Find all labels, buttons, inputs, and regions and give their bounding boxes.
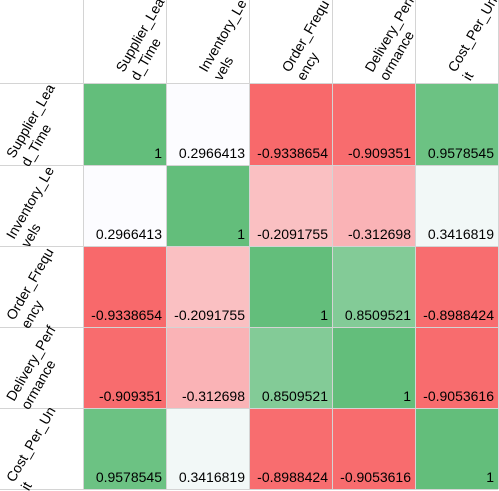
cell-value-label-r2-c2: 1 — [320, 307, 328, 323]
cell-value-label-r0-c0: 1 — [154, 145, 162, 161]
cell-value-label-r1-c1: 1 — [237, 226, 245, 242]
cell-value-label-r3-c0: -0.909351 — [99, 388, 162, 404]
heatmap-cell-r4-c3 — [332, 408, 415, 489]
heatmap-cell-r2-c3 — [332, 246, 415, 327]
cell-value-label-r3-c2: 0.8509521 — [262, 388, 328, 404]
cell-value-label-r1-c2: -0.2091755 — [257, 226, 328, 242]
cell-value-label-r3-c4: -0.9053616 — [423, 388, 494, 404]
cell-value-label-r3-c3: 1 — [403, 388, 411, 404]
cell-value-label-r3-c1: -0.312698 — [182, 388, 245, 404]
heatmap-cell-r2-c4 — [415, 246, 498, 327]
heatmap-cell-r0-c1 — [166, 83, 249, 165]
cell-value-label-r4-c3: -0.9053616 — [340, 469, 411, 485]
cell-value-label-r1-c0: 0.2966413 — [96, 226, 162, 242]
cell-value-label-r2-c4: -0.8988424 — [423, 307, 494, 323]
cell-value-label-r0-c4: 0.9578545 — [428, 145, 494, 161]
heatmap-cell-r4-c4 — [415, 408, 498, 489]
heatmap-cell-r2-c0 — [83, 246, 166, 327]
heatmap-cell-r1-c4 — [415, 165, 498, 246]
heatmap-cell-r3-c1 — [166, 327, 249, 408]
cell-value-label-r1-c3: -0.312698 — [348, 226, 411, 242]
heatmap-cell-r0-c2 — [249, 83, 332, 165]
heatmap-cell-r1-c3 — [332, 165, 415, 246]
cell-value-label-r4-c0: 0.9578545 — [96, 469, 162, 485]
heatmap-cell-r1-c2 — [249, 165, 332, 246]
heatmap-cell-r3-c0 — [83, 327, 166, 408]
cell-value-label-r2-c3: 0.8509521 — [345, 307, 411, 323]
cell-value-label-r2-c1: -0.2091755 — [174, 307, 245, 323]
heatmap-cell-r3-c2 — [249, 327, 332, 408]
heatmap-cell-r3-c4 — [415, 327, 498, 408]
heatmap-cell-r0-c3 — [332, 83, 415, 165]
cell-value-label-r0-c2: -0.9338654 — [257, 145, 328, 161]
cell-value-label-r4-c1: 0.3416819 — [179, 469, 245, 485]
heatmap-cell-r4-c0 — [83, 408, 166, 489]
heatmap-cell-r0-c4 — [415, 83, 498, 165]
cell-value-label-r2-c0: -0.9338654 — [91, 307, 162, 323]
heatmap-cell-r1-c0 — [83, 165, 166, 246]
cell-value-label-r1-c4: 0.3416819 — [428, 226, 494, 242]
heatmap-cell-r0-c0 — [83, 83, 166, 165]
cell-value-label-r0-c1: 0.2966413 — [179, 145, 245, 161]
heatmap-cell-r4-c2 — [249, 408, 332, 489]
heatmap-cell-r4-c1 — [166, 408, 249, 489]
heatmap-cell-r2-c2 — [249, 246, 332, 327]
cell-value-label-r0-c3: -0.909351 — [348, 145, 411, 161]
heatmap-cell-r1-c1 — [166, 165, 249, 246]
cell-value-label-r4-c2: -0.8988424 — [257, 469, 328, 485]
cell-value-label-r4-c4: 1 — [486, 469, 494, 485]
heatmap-cell-r2-c1 — [166, 246, 249, 327]
heatmap-cell-r3-c3 — [332, 327, 415, 408]
